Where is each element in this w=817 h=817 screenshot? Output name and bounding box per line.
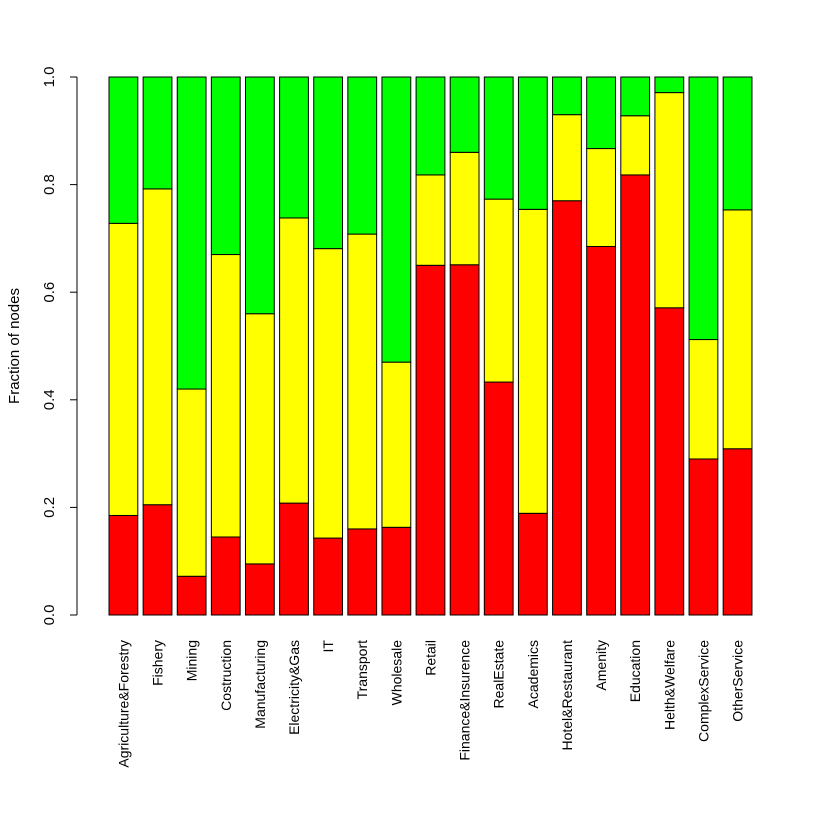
x-tick-label: Mining [184, 640, 200, 681]
bar-segment-red [313, 537, 344, 616]
x-tick-label: Costruction [218, 640, 234, 711]
bar-segment-green [176, 76, 207, 390]
bar-segment-red [552, 200, 582, 616]
bar-segment-yellow [381, 361, 412, 528]
y-tick-label: 0.8 [41, 174, 58, 195]
x-tick-label: RealEstate [491, 640, 507, 709]
bar-segment-green [279, 76, 309, 219]
x-tick-label: ComplexService [695, 640, 711, 742]
bar-segment-yellow [586, 148, 616, 247]
y-axis: 0.0 0.2 0.4 0.6 0.8 1.0 [41, 67, 78, 626]
bar-segment-green [586, 76, 616, 150]
x-tick-label: Fishery [150, 640, 166, 686]
bar-segment-red [279, 502, 309, 616]
bar-segment-yellow [415, 174, 446, 266]
x-tick-label: Electricity&Gas [286, 640, 302, 735]
bar-segment-green [654, 76, 685, 94]
bar-segment-green [449, 76, 480, 153]
bar-segment-green [722, 76, 753, 211]
bar-segment-green [313, 76, 344, 250]
bar-segment-green [108, 76, 139, 224]
bar-segment-red [381, 526, 412, 616]
bar-segment-green [517, 76, 548, 210]
bar-segment-red [347, 528, 378, 616]
bar-segment-yellow [244, 313, 275, 565]
bar-segment-red [517, 512, 548, 616]
bar-segment-yellow [108, 222, 139, 516]
x-tick-label: Agriculture&Forestry [115, 640, 131, 768]
bar-segment-yellow [279, 217, 309, 504]
x-tick-label: OtherService [730, 640, 746, 722]
bar-segment-yellow [210, 254, 241, 538]
x-tick-label: Academics [525, 640, 541, 708]
y-tick-label: 1.0 [41, 67, 58, 88]
bar-segment-green [620, 76, 651, 117]
bar-segment-green [381, 76, 412, 363]
x-tick-label: Retail [422, 640, 438, 676]
bar-segment-green [552, 76, 582, 116]
bar-segment-red [108, 514, 139, 616]
bars [108, 76, 753, 616]
bar-segment-yellow [176, 388, 207, 577]
x-tick-label: Education [627, 640, 643, 702]
bar-segment-red [586, 245, 616, 616]
bar-segment-yellow [517, 208, 548, 514]
bar-segment-red [142, 504, 173, 616]
x-tick-labels: Agriculture&Forestry Fishery Mining Costruc… [115, 640, 745, 768]
x-tick-label: Wholesale [388, 640, 404, 706]
x-tick-label: Manufacturing [252, 640, 268, 729]
bar-segment-red [176, 575, 207, 616]
bar-segment-red [449, 264, 480, 616]
bar-segment-yellow [552, 114, 582, 202]
y-tick-label: 0.6 [41, 282, 58, 303]
y-tick-label: 0.0 [41, 605, 58, 626]
x-tick-label: Amenity [593, 640, 609, 691]
bar-segment-yellow [483, 198, 514, 383]
bar-segment-green [244, 76, 275, 315]
bar-segment-red [210, 536, 241, 616]
x-tick-label: Finance&Insurence [457, 640, 473, 761]
bar-segment-yellow [722, 209, 753, 450]
bar-segment-yellow [654, 92, 685, 309]
x-tick-label: Helth&Welfare [661, 640, 677, 730]
bar-segment-yellow [347, 233, 378, 530]
bar-segment-green [142, 76, 173, 190]
bar-segment-red [688, 458, 719, 616]
bar-segment-green [688, 76, 719, 341]
bar-segment-green [415, 76, 446, 176]
bar-segment-red [244, 563, 275, 616]
bar-segment-green [347, 76, 378, 235]
bar-segment-yellow [313, 248, 344, 539]
x-tick-label: Transport [354, 640, 370, 700]
bar-segment-red [415, 264, 446, 616]
bar-segment-red [620, 174, 651, 616]
bar-segment-yellow [142, 188, 173, 506]
bar-segment-red [483, 381, 514, 616]
y-axis-label: Fraction of nodes [6, 288, 23, 404]
bar-segment-green [483, 76, 514, 200]
y-tick-label: 0.2 [41, 497, 58, 518]
x-tick-label: Hotel&Restaurant [559, 640, 575, 751]
x-tick-label: IT [320, 640, 336, 653]
bar-segment-yellow [620, 115, 651, 176]
y-tick-label: 0.4 [41, 389, 58, 410]
bar-segment-red [654, 307, 685, 616]
bar-segment-yellow [449, 151, 480, 266]
bar-segment-green [210, 76, 241, 256]
bar-segment-red [722, 448, 753, 616]
bar-segment-yellow [688, 339, 719, 460]
